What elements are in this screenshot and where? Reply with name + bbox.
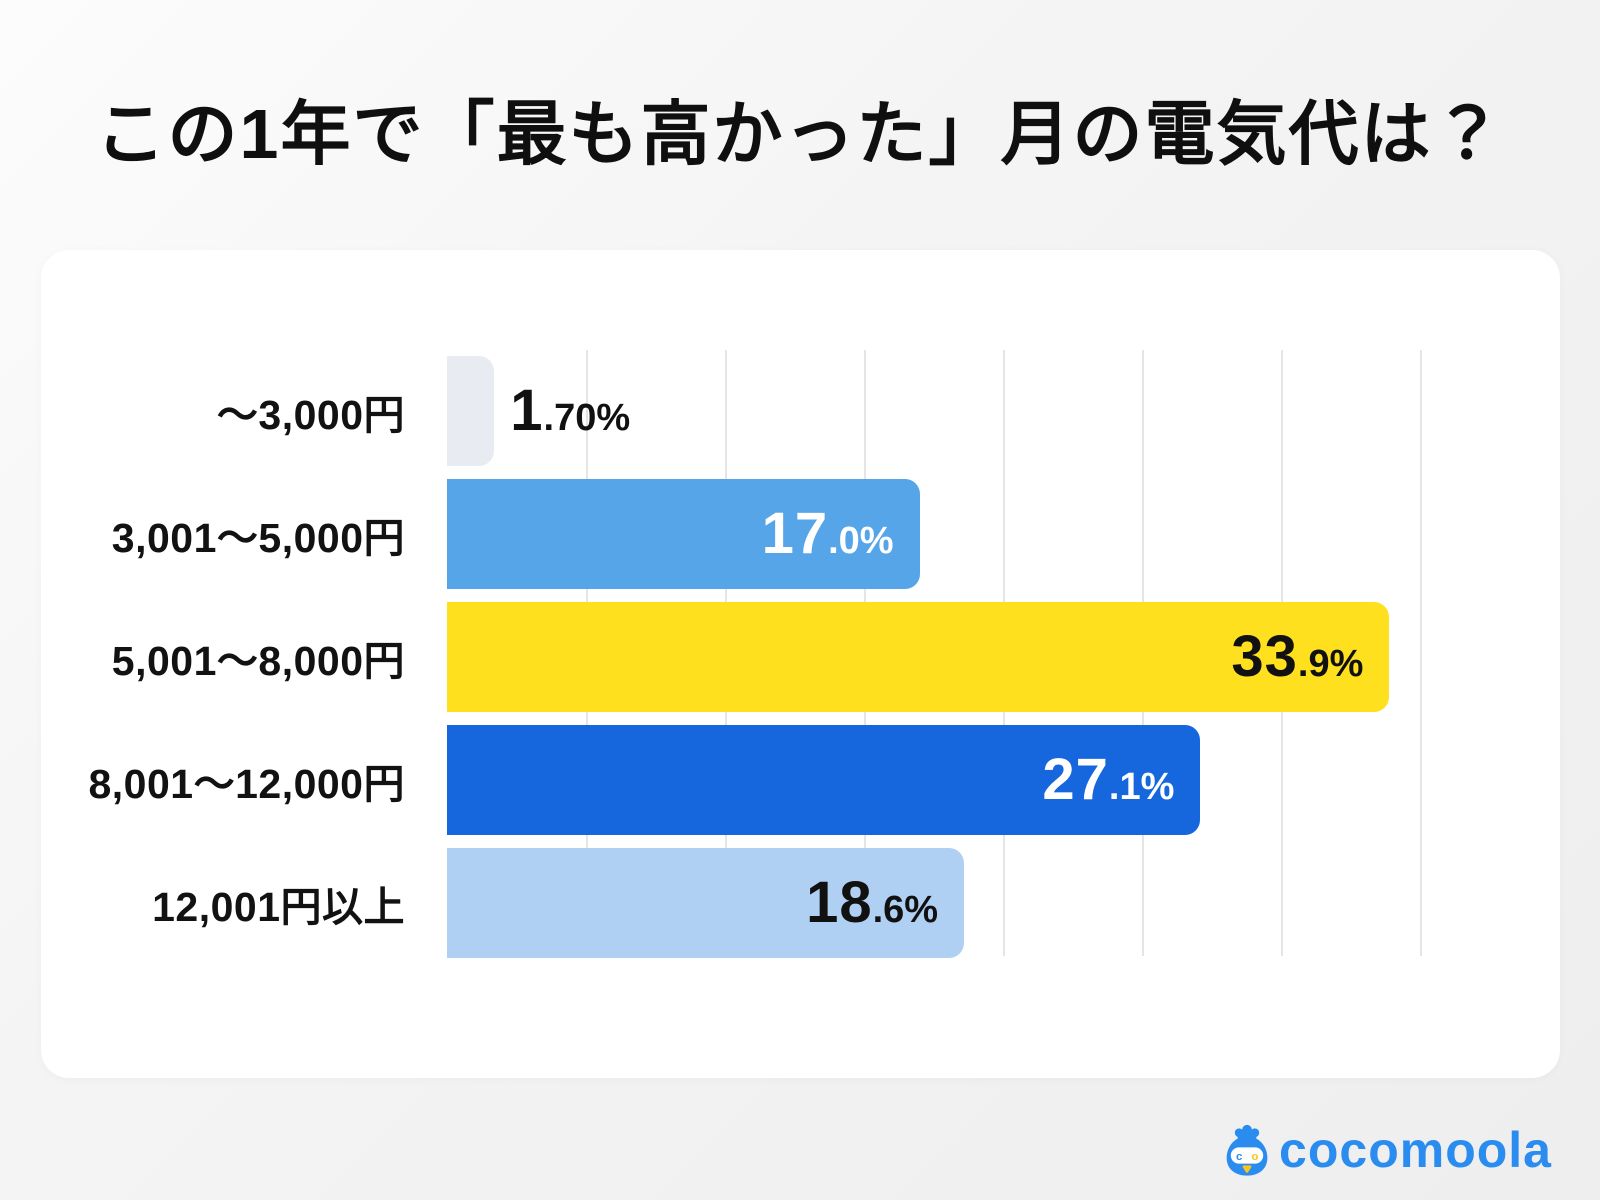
- bar: 1.70%: [447, 356, 630, 466]
- bar: 18.6%: [447, 848, 965, 958]
- category-label: 8,001〜12,000円: [88, 761, 405, 807]
- cocomoola-wordmark: cocomoola: [1279, 1122, 1552, 1178]
- value-label: 17.0%: [761, 501, 894, 566]
- category-label: 〜3,000円: [216, 392, 405, 438]
- svg-text:o: o: [1251, 1151, 1258, 1163]
- bar: 17.0%: [447, 479, 920, 589]
- category-label: 5,001〜8,000円: [111, 638, 405, 684]
- page-title: この1年で「最も高かった」月の電気代は？: [95, 95, 1505, 173]
- cocomoola-logo: c o cocomoola: [1223, 1122, 1552, 1178]
- bar: 27.1%: [447, 725, 1201, 835]
- category-label: 3,001〜5,000円: [111, 515, 405, 561]
- value-label: 18.6%: [806, 870, 939, 935]
- cocomoola-mascot-icon: c o: [1226, 1124, 1268, 1176]
- bar-row: 12,001円以上 18.6%: [152, 848, 1559, 958]
- bar-row: 8,001〜12,000円 27.1%: [88, 725, 1559, 835]
- chart-card: 〜3,000円 1.70% 3,001〜5,000円 17.0% 5,001〜8…: [41, 250, 1560, 1078]
- category-label: 12,001円以上: [152, 884, 405, 930]
- value-label: 27.1%: [1042, 747, 1175, 812]
- svg-text:c: c: [1236, 1151, 1243, 1163]
- gridline: [1420, 350, 1422, 956]
- bar-chart-plot-area: 〜3,000円 1.70% 3,001〜5,000円 17.0% 5,001〜8…: [88, 350, 1559, 958]
- bar-row: 5,001〜8,000円 33.9%: [112, 602, 1559, 712]
- bar-row: 〜3,000円 1.70%: [217, 356, 1559, 466]
- value-label: 33.9%: [1231, 624, 1364, 689]
- mascot-goggles: [1230, 1147, 1264, 1164]
- bar: 33.9%: [447, 602, 1390, 712]
- bar-row: 3,001〜5,000円 17.0%: [112, 479, 1559, 589]
- value-label: 1.70%: [510, 378, 631, 443]
